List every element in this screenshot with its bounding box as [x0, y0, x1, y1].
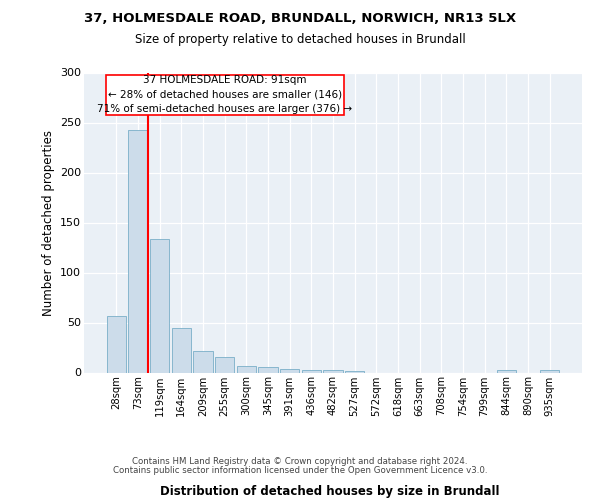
- Bar: [107, 316, 126, 372]
- FancyBboxPatch shape: [106, 74, 344, 114]
- Bar: [302, 370, 321, 372]
- Text: Contains HM Land Registry data © Crown copyright and database right 2024.: Contains HM Land Registry data © Crown c…: [132, 457, 468, 466]
- Bar: [258, 366, 278, 372]
- Bar: [497, 370, 516, 372]
- Bar: [150, 238, 169, 372]
- Bar: [193, 350, 213, 372]
- Bar: [280, 368, 299, 372]
- Bar: [128, 130, 148, 372]
- Bar: [540, 370, 559, 372]
- Text: Distribution of detached houses by size in Brundall: Distribution of detached houses by size …: [160, 484, 500, 498]
- Bar: [236, 366, 256, 372]
- Bar: [215, 356, 235, 372]
- Text: 37 HOLMESDALE ROAD: 91sqm
← 28% of detached houses are smaller (146)
71% of semi: 37 HOLMESDALE ROAD: 91sqm ← 28% of detac…: [97, 74, 352, 114]
- Text: Size of property relative to detached houses in Brundall: Size of property relative to detached ho…: [134, 32, 466, 46]
- Bar: [172, 328, 191, 372]
- Text: 37, HOLMESDALE ROAD, BRUNDALL, NORWICH, NR13 5LX: 37, HOLMESDALE ROAD, BRUNDALL, NORWICH, …: [84, 12, 516, 26]
- Text: Contains public sector information licensed under the Open Government Licence v3: Contains public sector information licen…: [113, 466, 487, 475]
- Bar: [345, 370, 364, 372]
- Bar: [323, 370, 343, 372]
- Y-axis label: Number of detached properties: Number of detached properties: [41, 130, 55, 316]
